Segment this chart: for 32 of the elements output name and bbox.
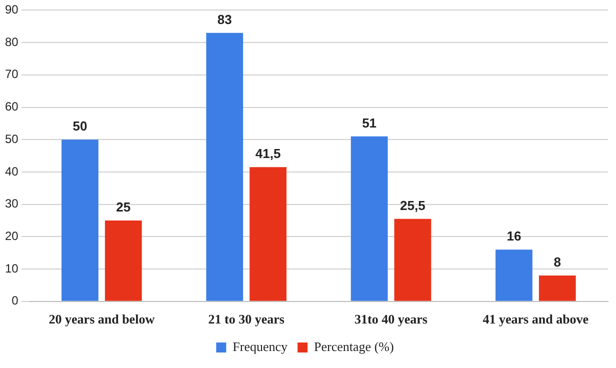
data-label: 50: [72, 118, 88, 134]
x-tick-label: 41 years and above: [482, 312, 589, 327]
x-tick-label: 20 years and below: [48, 312, 156, 327]
y-tick-label: 40: [4, 164, 19, 178]
y-tick-label: 90: [4, 2, 19, 17]
y-tick-label: 60: [4, 100, 19, 114]
data-label: 83: [217, 12, 232, 27]
x-tick-label: 21 to 30 years: [208, 312, 284, 327]
y-tick-label: 10: [4, 261, 19, 276]
y-tick-label: 70: [4, 67, 19, 82]
y-tick-label: 50: [4, 132, 19, 146]
bar: [104, 220, 142, 301]
data-label: 41,5: [255, 146, 281, 162]
bar: [538, 276, 576, 301]
data-label: 8: [554, 254, 561, 270]
legend-label: Frequency: [232, 338, 288, 354]
y-tick-label: 30: [4, 196, 19, 211]
data-label: 25: [116, 200, 131, 215]
bar: [62, 140, 98, 301]
bar: [350, 136, 388, 301]
data-label: 25,5: [400, 198, 426, 213]
data-label: 16: [506, 228, 522, 244]
y-tick-label: 80: [4, 34, 19, 49]
bar: [394, 218, 432, 301]
bar: [496, 250, 532, 301]
y-tick-label: 0: [12, 294, 19, 308]
legend-label: Percentage (%): [314, 338, 394, 354]
bar: [206, 32, 244, 301]
bar: [250, 167, 286, 301]
data-label: 51: [362, 115, 377, 130]
x-tick-label: 31to 40 years: [354, 312, 428, 327]
y-tick-label: 20: [4, 229, 19, 243]
